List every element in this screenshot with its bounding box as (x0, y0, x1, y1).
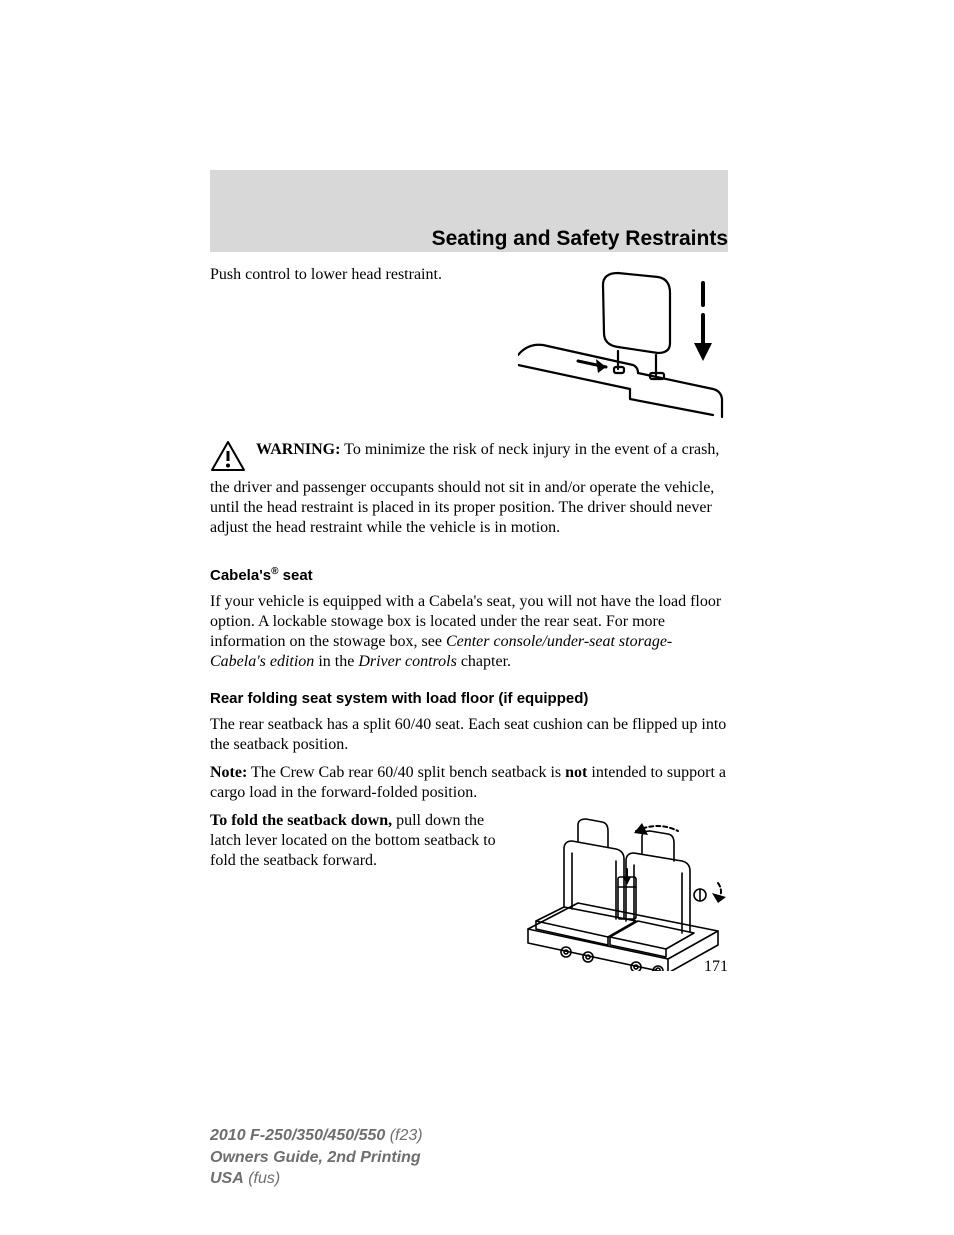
footer-line1-light: (f23) (385, 1127, 422, 1144)
cabelas-heading-prefix: Cabela's (210, 567, 271, 584)
warning-icon (210, 440, 246, 478)
footer: 2010 F-250/350/450/550 (f23) Owners Guid… (210, 1125, 423, 1190)
warning-text: WARNING: To minimize the risk of neck in… (210, 441, 719, 536)
footer-line3-bold: USA (210, 1170, 244, 1187)
footer-line3-light: (fus) (244, 1170, 280, 1187)
cabelas-para-mid: in the (314, 653, 358, 670)
rear-folding-note: Note: The Crew Cab rear 60/40 split benc… (210, 763, 728, 803)
cabelas-ref2: Driver controls (358, 653, 457, 670)
note-bold: not (565, 764, 587, 781)
fold-para: To fold the seatback down, pull down the… (210, 811, 508, 871)
rear-folding-para1: The rear seatback has a split 60/40 seat… (210, 715, 728, 755)
footer-line1-bold: 2010 F-250/350/450/550 (210, 1127, 385, 1144)
footer-line2: Owners Guide, 2nd Printing (210, 1147, 423, 1169)
cabelas-para-end: chapter. (457, 653, 511, 670)
fold-row: To fold the seatback down, pull down the… (210, 811, 728, 976)
rear-folding-heading: Rear folding seat system with load floor… (210, 690, 728, 707)
footer-line1: 2010 F-250/350/450/550 (f23) (210, 1125, 423, 1147)
fold-bold: To fold the seatback down, (210, 812, 392, 829)
note-label: Note: (210, 764, 247, 781)
cabelas-heading-suffix: seat (278, 567, 312, 584)
cabelas-heading: Cabela's® seat (210, 566, 728, 584)
intro-para: Push control to lower head restraint. (210, 265, 508, 285)
warning-block: WARNING: To minimize the risk of neck in… (210, 440, 728, 538)
warning-label: WARNING: (256, 441, 340, 458)
intro-row: Push control to lower head restraint. (210, 265, 728, 430)
footer-line3: USA (fus) (210, 1168, 423, 1190)
headrest-figure (518, 265, 728, 430)
page-number: 171 (704, 958, 728, 976)
cabelas-para: If your vehicle is equipped with a Cabel… (210, 592, 728, 672)
rear-seat-figure (518, 811, 728, 976)
note-part1: The Crew Cab rear 60/40 split bench seat… (247, 764, 565, 781)
section-title: Seating and Safety Restraints (432, 227, 728, 251)
page-content: Push control to lower head restraint. (210, 265, 728, 976)
